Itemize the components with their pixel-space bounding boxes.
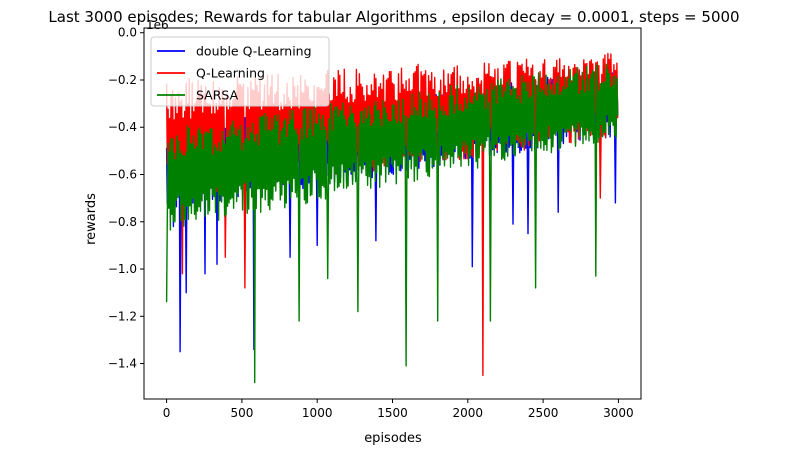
legend-label: double Q-Learning — [196, 44, 312, 59]
legend-label: SARSA — [196, 88, 239, 103]
series-line-sarsa — [165, 63, 619, 384]
y-tick-label: −1.4 — [108, 357, 137, 371]
y-tick-label: −0.4 — [108, 120, 137, 134]
y-tick-label: −0.2 — [108, 73, 137, 87]
x-tick-label: 500 — [230, 406, 253, 420]
legend-box — [150, 36, 330, 107]
x-tick-label: 2000 — [453, 406, 484, 420]
legend-label: Q-Learning — [196, 66, 265, 81]
plot-frame — [143, 27, 642, 400]
y-tick-label: −0.6 — [108, 168, 137, 182]
y-tick-label: −1.2 — [108, 309, 137, 323]
x-tick-label: 0 — [163, 406, 171, 420]
y-tick-label: −1.0 — [108, 262, 137, 276]
x-axis-label: episodes — [364, 431, 422, 446]
x-tick-label: 3000 — [603, 406, 634, 420]
x-axis: 0 500 1000 1500 2000 2500 3000 — [163, 399, 634, 420]
y-offset-label: 1e6 — [146, 18, 169, 32]
chart-title: Last 3000 episodes; Rewards for tabular … — [48, 8, 739, 26]
y-tick-label: −0.8 — [108, 215, 137, 229]
y-axis-label: rewards — [84, 193, 99, 245]
y-axis: 0.0 −0.2 −0.4 −0.6 −0.8 −1.0 −1.2 −1.4 — [108, 26, 144, 371]
y-tick-label: 0.0 — [118, 26, 137, 40]
x-tick-label: 2500 — [528, 406, 559, 420]
x-tick-label: 1500 — [377, 406, 408, 420]
x-tick-label: 1000 — [302, 406, 333, 420]
legend: double Q-Learning Q-Learning SARSA — [150, 36, 330, 107]
